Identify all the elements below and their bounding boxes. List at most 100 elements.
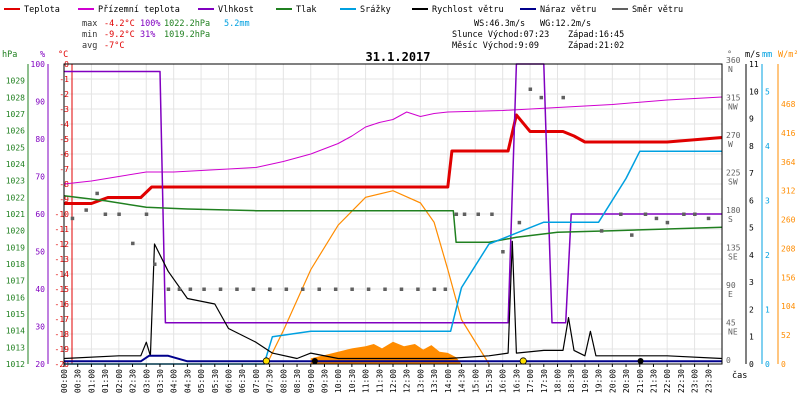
wind-direction-point (630, 233, 634, 237)
pressure-axis-tick: 1022 (6, 193, 25, 202)
humidity-axis-tick: 60 (35, 210, 45, 219)
direction-axis-tick: 135 (726, 244, 741, 253)
solar-axis-tick: 104 (781, 302, 796, 311)
wind-speed-axis-tick: 9 (749, 115, 754, 124)
pressure-axis-tick: 1024 (6, 160, 25, 169)
wind-speed-axis-tick: 8 (749, 142, 754, 151)
unit-wm2: W/m² (778, 50, 798, 60)
temperature-axis-tick: -14 (55, 270, 70, 279)
wind-gust-max: WG:12.2m/s (540, 19, 591, 29)
moonrise-text: Měsíc Východ:9:09 (452, 41, 539, 51)
x-tick-label: 13:30 (430, 369, 439, 393)
wind-direction-point (619, 212, 623, 216)
wind-direction-point (443, 287, 448, 291)
wind-speed-axis-tick: 7 (749, 169, 754, 178)
direction-axis-tick: 180 (726, 206, 741, 215)
direction-axis-compass: S (728, 215, 733, 224)
wind-speed-axis-tick: 0 (749, 360, 754, 369)
x-tick-label: 03:00 (142, 369, 151, 393)
x-tick-label: 04:00 (170, 369, 179, 393)
pressure-axis-tick: 1012 (6, 360, 25, 369)
wind-direction-point (517, 220, 522, 225)
x-tick-label: 08:00 (279, 369, 288, 393)
wind-direction-point (706, 216, 711, 221)
x-tick-label: 21:30 (649, 369, 658, 393)
legend-label: Teplota (24, 5, 60, 15)
pressure-axis-tick: 1020 (6, 227, 25, 236)
x-tick-label: 18:00 (554, 369, 563, 393)
x-tick-label: 10:30 (348, 369, 357, 393)
unit-mm: mm (762, 50, 772, 60)
x-tick-label: 15:00 (471, 369, 480, 393)
moonset-text: Západ:21:02 (568, 41, 624, 51)
wind-direction-point (501, 250, 505, 254)
x-tick-label: 13:00 (416, 369, 425, 393)
legend-label: Náraz větru (540, 5, 596, 15)
legend-label: Vlhkost (218, 5, 254, 15)
stat-avg-label: avg (82, 41, 97, 51)
pressure-axis-tick: 1017 (6, 277, 25, 286)
pressure-axis-tick: 1015 (6, 310, 25, 319)
legend-label: Směr větru (632, 5, 683, 15)
x-tick-label: 11:00 (362, 369, 371, 393)
stat-min-temp: -9.2°C (104, 30, 135, 40)
series-line (63, 96, 723, 185)
humidity-axis-tick: 50 (35, 248, 45, 257)
rain-axis-tick: 1 (765, 305, 770, 314)
wind-direction-point (218, 287, 223, 291)
wind-direction-point (177, 287, 182, 291)
pressure-axis-tick: 1021 (6, 210, 25, 219)
x-tick-label: 15:30 (485, 369, 494, 393)
x-tick-label: 17:00 (526, 369, 535, 393)
temperature-axis-tick: -20 (55, 360, 70, 369)
legend-label: Tlak (296, 5, 316, 15)
x-tick-label: 16:30 (512, 369, 521, 393)
solar-axis-tick: 0 (781, 360, 786, 369)
chart-title: 31.1.2017 (365, 50, 430, 64)
series-line (63, 194, 723, 244)
x-tick-label: 18:30 (567, 369, 576, 393)
wind-direction-point (131, 241, 135, 246)
x-tick-label: 14:00 (444, 369, 453, 393)
x-tick-label: 19:00 (581, 369, 590, 393)
direction-axis-tick: 90 (726, 281, 736, 290)
direction-axis-tick: 225 (726, 169, 741, 178)
rain-axis-tick: 5 (765, 87, 770, 96)
unit-deg: ° (727, 50, 732, 60)
wind-direction-point (117, 212, 121, 216)
rain-axis-tick: 4 (765, 142, 770, 151)
temperature-axis-tick: -19 (55, 345, 70, 354)
wind-direction-point (235, 287, 239, 291)
stat-min-label: min (82, 30, 97, 40)
humidity-axis-tick: 80 (35, 135, 45, 144)
x-tick-label: 05:30 (211, 369, 220, 393)
temperature-axis-tick: -12 (55, 240, 70, 249)
direction-axis-tick: 360 (726, 56, 741, 65)
wind-speed-axis-tick: 6 (749, 196, 754, 205)
solar-axis-tick: 468 (781, 100, 796, 109)
wind-speed-axis-tick: 4 (749, 251, 754, 260)
direction-axis-compass: NW (728, 103, 738, 112)
x-tick-label: 08:30 (293, 369, 302, 393)
wind-speed-axis-tick: 11 (749, 60, 759, 69)
temperature-axis-tick: -13 (55, 255, 70, 264)
x-tick-label: 23:00 (691, 369, 700, 393)
x-tick-label: 21:00 (636, 369, 645, 393)
wind-direction-point (188, 287, 193, 291)
time-axis-label: čas (732, 370, 747, 381)
wind-direction-point (561, 95, 565, 100)
direction-axis-compass: E (728, 290, 733, 299)
temperature-axis-tick: -16 (55, 300, 70, 309)
stat-min-press: 1019.2hPa (164, 30, 210, 40)
wind-speed-axis-tick: 5 (749, 224, 754, 233)
temperature-axis-tick: -11 (55, 225, 70, 234)
direction-axis-tick: 270 (726, 131, 741, 140)
unit-pct: % (40, 50, 45, 60)
pressure-axis-tick: 1018 (6, 260, 25, 269)
sun-moon-info: WS:46.3m/s WG:12.2m/s Slunce Východ:07:2… (452, 19, 624, 51)
x-tick-label: 20:00 (608, 369, 617, 393)
x-tick-label: 06:30 (238, 369, 247, 393)
pressure-axis-tick: 1019 (6, 243, 25, 252)
temperature-axis-tick: -10 (55, 210, 70, 219)
x-tick-label: 22:30 (677, 369, 686, 393)
